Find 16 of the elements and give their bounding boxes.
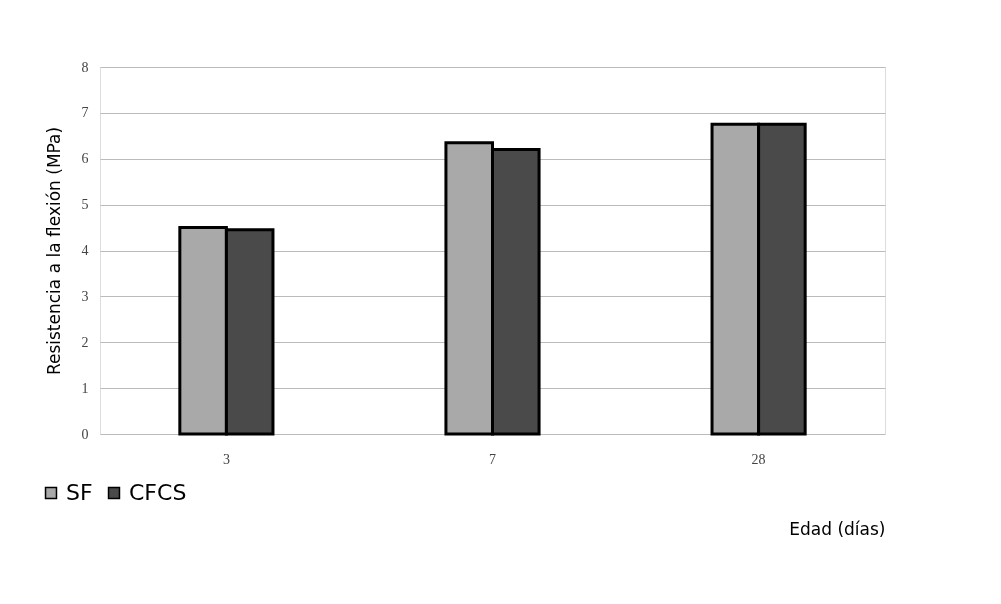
y-tick-label: 2 <box>81 334 89 350</box>
y-tick-label: 6 <box>81 151 89 167</box>
x-tick-label: 3 <box>222 451 230 467</box>
y-axis-title: Resistencia a la flexión (MPa) <box>43 126 64 376</box>
y-tick-label: 8 <box>81 59 89 75</box>
y-tick-label: 4 <box>81 243 89 258</box>
y-tick-label: 1 <box>81 380 89 396</box>
x-tick-label: 7 <box>489 451 496 467</box>
x-axis-title: Edad (días) <box>789 518 886 539</box>
y-tick-label: 5 <box>81 197 89 213</box>
y-tick-label: 0 <box>81 426 89 442</box>
legend-label: CFCS <box>129 480 187 505</box>
y-tick-label: 7 <box>81 105 89 121</box>
y-tick-label: 3 <box>81 288 89 304</box>
x-tick-label: 28 <box>751 451 766 467</box>
legend-label: SF <box>66 480 93 505</box>
